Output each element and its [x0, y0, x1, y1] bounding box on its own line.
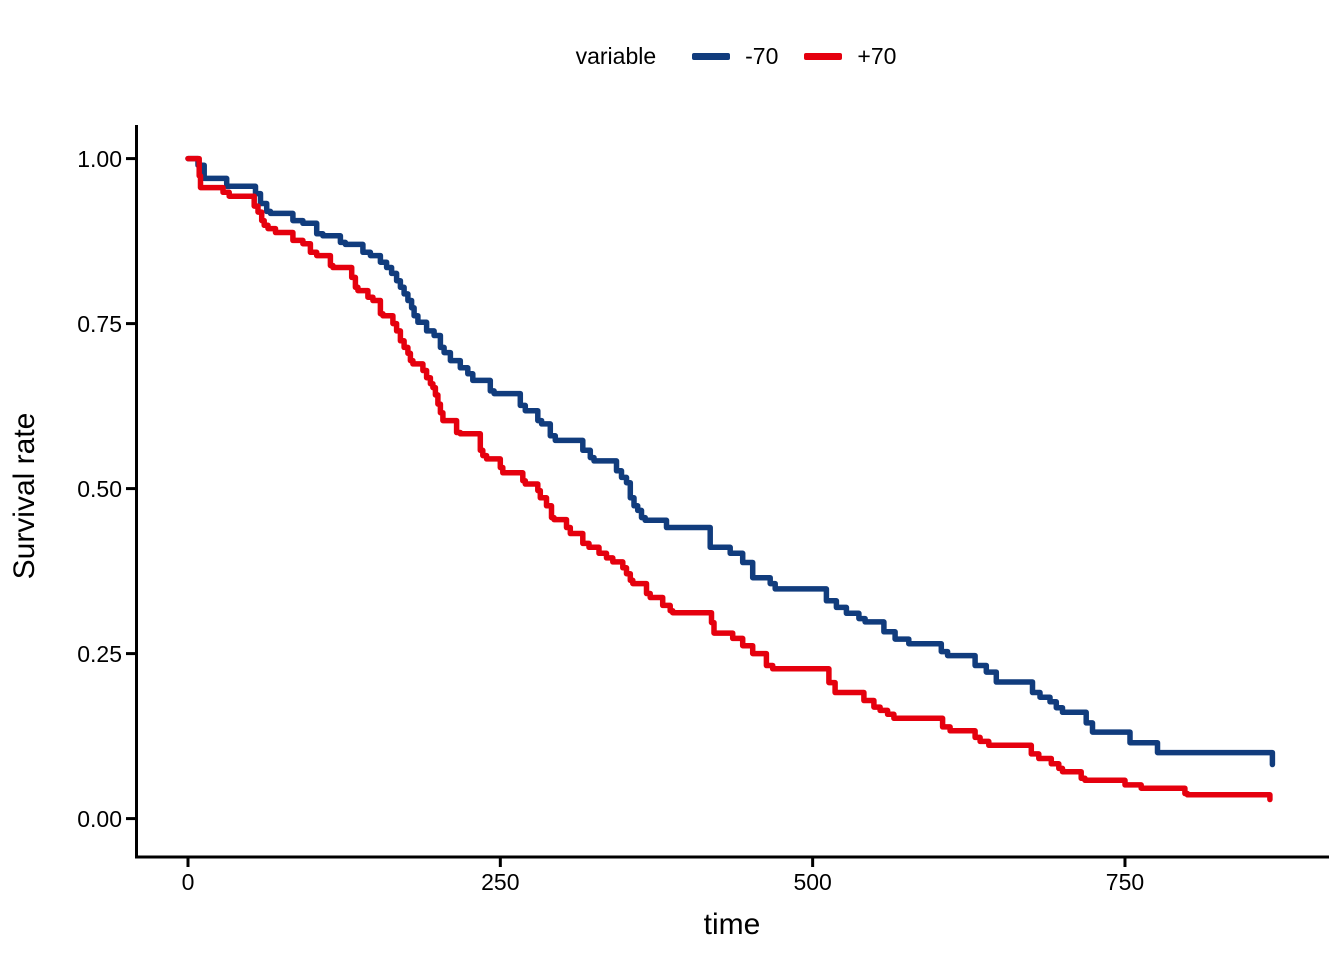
legend-label-plus-70: +70: [857, 42, 897, 69]
legend: variable -70 +70: [64, 40, 1344, 72]
y-tick-label: 1.00: [77, 145, 122, 172]
survival-curve-plus-70: [185, 155, 1273, 803]
x-tick-label: 500: [793, 869, 832, 895]
y-tick-label: 0.00: [77, 805, 122, 832]
x-axis-title: time: [703, 908, 761, 941]
legend-key-line-plus-70: [804, 52, 843, 60]
legend-key-line-minus-70: [692, 52, 731, 60]
survival-curves: [185, 155, 1276, 803]
x-tick-label: 750: [1105, 869, 1145, 895]
x-tick-label: 250: [481, 869, 520, 895]
legend-label-minus-70: -70: [745, 42, 779, 69]
y-tick-label: 0.25: [77, 640, 122, 667]
survival-curve-minus-70: [185, 155, 1276, 768]
y-tick-label: 0.50: [77, 475, 122, 502]
axis-tick-marks: [126, 157, 1127, 867]
legend-item-minus-70: -70: [692, 43, 778, 70]
x-tick-label: 0: [181, 869, 195, 895]
legend-title: variable: [575, 42, 657, 69]
legend-item-plus-70: +70: [804, 43, 896, 70]
y-tick-label: 0.75: [77, 310, 122, 337]
